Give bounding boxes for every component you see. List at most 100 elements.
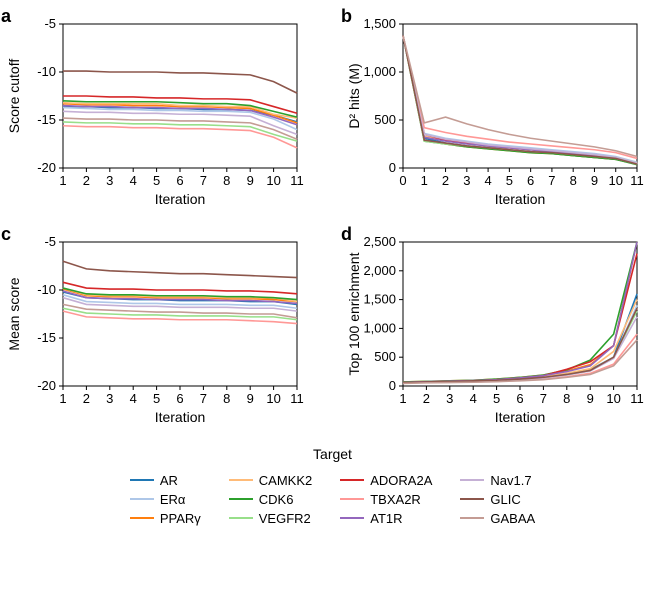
svg-text:6: 6 bbox=[176, 173, 183, 188]
panel-d: d 123456789101105001,0001,5002,0002,500I… bbox=[345, 228, 660, 428]
svg-text:10: 10 bbox=[266, 173, 280, 188]
svg-text:-15: -15 bbox=[37, 112, 56, 127]
legend-label: TBXA2R bbox=[370, 492, 421, 507]
svg-text:9: 9 bbox=[587, 391, 594, 406]
chart-grid: a 1234567891011-20-15-10-5IterationScore… bbox=[5, 10, 660, 428]
legend-swatch bbox=[229, 498, 253, 500]
legend-items: AR CAMKK2 ADORA2A Nav1.7 ERα CDK6 TBXA2R GLIC PP… bbox=[130, 473, 535, 526]
svg-text:-5: -5 bbox=[44, 234, 56, 249]
svg-text:11: 11 bbox=[630, 391, 644, 406]
legend-swatch bbox=[229, 517, 253, 519]
svg-text:2,000: 2,000 bbox=[363, 263, 396, 278]
svg-text:11: 11 bbox=[290, 173, 304, 188]
legend-label: CDK6 bbox=[259, 492, 294, 507]
legend-swatch bbox=[130, 517, 154, 519]
svg-text:5: 5 bbox=[153, 173, 160, 188]
panel-c: c 1234567891011-20-15-10-5IterationMean … bbox=[5, 228, 320, 428]
svg-text:Iteration: Iteration bbox=[155, 409, 206, 425]
legend: Target AR CAMKK2 ADORA2A Nav1.7 ERα CDK6 TBXA2… bbox=[5, 446, 660, 526]
svg-text:10: 10 bbox=[608, 173, 622, 188]
legend-swatch bbox=[229, 479, 253, 481]
legend-item-CAMKK2: CAMKK2 bbox=[229, 473, 312, 488]
svg-text:2: 2 bbox=[83, 173, 90, 188]
legend-label: CAMKK2 bbox=[259, 473, 312, 488]
svg-text:7: 7 bbox=[200, 391, 207, 406]
legend-label: Nav1.7 bbox=[490, 473, 531, 488]
legend-item-PPARγ: PPARγ bbox=[130, 511, 201, 526]
svg-text:1: 1 bbox=[421, 173, 428, 188]
svg-text:10: 10 bbox=[606, 391, 620, 406]
legend-swatch bbox=[460, 479, 484, 481]
svg-text:6: 6 bbox=[516, 391, 523, 406]
legend-item-TBXA2R: TBXA2R bbox=[340, 492, 421, 507]
svg-text:2: 2 bbox=[423, 391, 430, 406]
svg-text:1,000: 1,000 bbox=[363, 320, 396, 335]
svg-text:D² hits (M): D² hits (M) bbox=[346, 63, 362, 128]
svg-text:9: 9 bbox=[247, 173, 254, 188]
svg-text:-5: -5 bbox=[44, 16, 56, 31]
svg-text:2: 2 bbox=[83, 391, 90, 406]
svg-text:8: 8 bbox=[223, 391, 230, 406]
svg-text:3: 3 bbox=[106, 173, 113, 188]
svg-text:500: 500 bbox=[374, 349, 396, 364]
legend-label: AT1R bbox=[370, 511, 402, 526]
svg-text:7: 7 bbox=[540, 391, 547, 406]
legend-item-CDK6: CDK6 bbox=[229, 492, 294, 507]
legend-label: GLIC bbox=[490, 492, 520, 507]
svg-text:0: 0 bbox=[389, 160, 396, 175]
panel-a-label: a bbox=[1, 6, 11, 27]
svg-text:-20: -20 bbox=[37, 378, 56, 393]
svg-text:0: 0 bbox=[399, 173, 406, 188]
svg-text:5: 5 bbox=[153, 391, 160, 406]
legend-item-AR: AR bbox=[130, 473, 178, 488]
svg-text:9: 9 bbox=[247, 391, 254, 406]
panel-a: a 1234567891011-20-15-10-5IterationScore… bbox=[5, 10, 320, 210]
svg-text:4: 4 bbox=[470, 391, 477, 406]
svg-text:-10: -10 bbox=[37, 282, 56, 297]
svg-text:1,500: 1,500 bbox=[363, 16, 396, 31]
legend-label: ADORA2A bbox=[370, 473, 432, 488]
legend-item-ADORA2A: ADORA2A bbox=[340, 473, 432, 488]
svg-text:4: 4 bbox=[130, 391, 137, 406]
svg-text:8: 8 bbox=[570, 173, 577, 188]
legend-item-Nav1.7: Nav1.7 bbox=[460, 473, 531, 488]
svg-text:Iteration: Iteration bbox=[495, 409, 546, 425]
chart-c: 1234567891011-20-15-10-5IterationMean sc… bbox=[5, 228, 305, 428]
svg-text:-10: -10 bbox=[37, 64, 56, 79]
legend-swatch bbox=[340, 517, 364, 519]
svg-text:0: 0 bbox=[389, 378, 396, 393]
legend-swatch bbox=[460, 498, 484, 500]
svg-text:1,500: 1,500 bbox=[363, 292, 396, 307]
svg-text:8: 8 bbox=[563, 391, 570, 406]
svg-text:Top 100 enrichment: Top 100 enrichment bbox=[346, 252, 362, 375]
legend-swatch bbox=[130, 498, 154, 500]
svg-text:7: 7 bbox=[200, 173, 207, 188]
svg-text:500: 500 bbox=[374, 112, 396, 127]
svg-text:11: 11 bbox=[630, 173, 644, 188]
svg-text:1: 1 bbox=[399, 391, 406, 406]
svg-text:Iteration: Iteration bbox=[495, 191, 546, 207]
svg-text:7: 7 bbox=[548, 173, 555, 188]
legend-swatch bbox=[130, 479, 154, 481]
legend-label: GABAA bbox=[490, 511, 535, 526]
svg-text:5: 5 bbox=[493, 391, 500, 406]
svg-text:9: 9 bbox=[591, 173, 598, 188]
legend-swatch bbox=[460, 517, 484, 519]
legend-item-AT1R: AT1R bbox=[340, 511, 402, 526]
legend-swatch bbox=[340, 498, 364, 500]
svg-text:4: 4 bbox=[130, 173, 137, 188]
svg-text:8: 8 bbox=[223, 173, 230, 188]
chart-b: 0123456789101105001,0001,500IterationD² … bbox=[345, 10, 645, 210]
svg-text:-15: -15 bbox=[37, 330, 56, 345]
legend-item-GABAA: GABAA bbox=[460, 511, 535, 526]
svg-text:10: 10 bbox=[266, 391, 280, 406]
legend-item-VEGFR2: VEGFR2 bbox=[229, 511, 311, 526]
svg-text:6: 6 bbox=[176, 391, 183, 406]
chart-a: 1234567891011-20-15-10-5IterationScore c… bbox=[5, 10, 305, 210]
legend-label: ERα bbox=[160, 492, 186, 507]
legend-title: Target bbox=[5, 446, 660, 462]
legend-item-GLIC: GLIC bbox=[460, 492, 520, 507]
svg-text:3: 3 bbox=[463, 173, 470, 188]
legend-item-ERα: ERα bbox=[130, 492, 186, 507]
svg-text:Score cutoff: Score cutoff bbox=[6, 59, 22, 134]
